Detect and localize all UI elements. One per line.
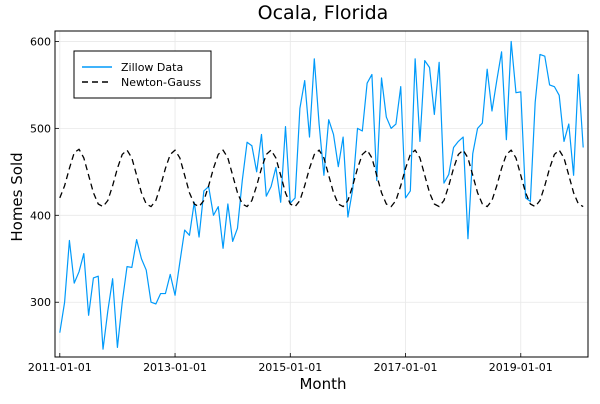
plot-frame — [54, 30, 589, 358]
y-tick-label: 400 — [30, 209, 51, 222]
y-tick-label: 600 — [30, 35, 51, 48]
x-tick-label: 2013-01-01 — [143, 361, 207, 374]
y-tick-label: 300 — [30, 296, 51, 309]
x-axis-label: Month — [299, 375, 346, 393]
x-tick-label: 2015-01-01 — [258, 361, 322, 374]
y-tick-label: 500 — [30, 122, 51, 135]
y-axis-label: Homes Sold — [8, 152, 26, 241]
legend-box — [73, 50, 212, 99]
legend: Zillow Data Newton-Gauss — [73, 50, 212, 99]
x-tick-label: 2019-01-01 — [489, 361, 553, 374]
series-line-newton-gauss — [59, 148, 584, 208]
legend-label-newton-gauss: Newton-Gauss — [121, 76, 201, 89]
x-tick-label: 2011-01-01 — [28, 361, 92, 374]
chart-title: Ocala, Florida — [258, 2, 389, 24]
tick-layer: 2011-01-01 2013-01-01 2015-01-01 2017-01-01… — [28, 35, 553, 374]
series-layer — [59, 40, 584, 350]
x-tick-label: 2017-01-01 — [374, 361, 438, 374]
legend-label-zillow-data: Zillow Data — [121, 61, 183, 74]
series-line-zillow-data — [59, 40, 584, 350]
